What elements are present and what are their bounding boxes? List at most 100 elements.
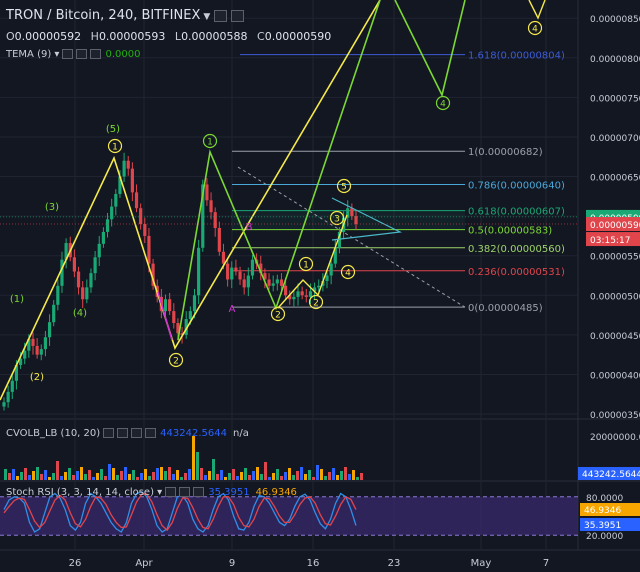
volume-bar: [92, 477, 95, 480]
candle-body: [300, 291, 304, 296]
wave-label-circle: [202, 133, 218, 149]
symbol-header[interactable]: TRON / Bitcoin, 240, BITFINEX ▼: [6, 8, 245, 23]
settings-icon[interactable]: [117, 428, 129, 438]
wave-label: 1: [112, 143, 118, 153]
eye-icon[interactable]: [62, 49, 74, 59]
cvol-indicator-legend[interactable]: CVOLB_LB (10, 20) 443242.5644 n/a: [6, 428, 249, 439]
volume-bar: [204, 475, 207, 480]
wave-label-circle: [340, 264, 356, 280]
candle-body: [101, 231, 105, 244]
y-tick-label: 0.00000450: [590, 332, 640, 342]
volume-bar: [284, 472, 287, 480]
tema-label[interactable]: TEMA (9): [6, 49, 52, 60]
hide-icon[interactable]: [231, 9, 245, 22]
y-tick-label: 0.00000650: [590, 174, 640, 184]
candle-body: [143, 224, 147, 236]
tema-indicator-legend[interactable]: TEMA (9) ▾ 0.0000: [6, 49, 140, 60]
candle-body: [209, 200, 213, 213]
volume-bar: [164, 471, 167, 480]
chevron-down-icon[interactable]: ▼: [203, 12, 211, 22]
open-value: 0.00000592: [14, 30, 82, 43]
candle-body: [64, 243, 68, 260]
close-value: 0.00000590: [264, 30, 332, 43]
stoch-label[interactable]: Stoch RSI (3, 3, 14, 14, close): [6, 487, 154, 498]
candle-body: [201, 184, 205, 248]
close-icon[interactable]: [90, 49, 102, 59]
wave-label: (4): [73, 308, 87, 319]
chevron-down-icon[interactable]: ▾: [51, 49, 60, 60]
candle-body: [151, 263, 155, 286]
volume-bar: [324, 476, 327, 480]
wave-label-circle: [527, 20, 543, 36]
candle-body: [337, 231, 342, 248]
elliott-wave-line: [277, 214, 348, 309]
candle-body: [85, 287, 89, 300]
settings-icon[interactable]: [214, 9, 228, 22]
fib-level-label: 0(0.00000485): [468, 303, 543, 314]
candle-body: [350, 208, 354, 217]
y-tick-label: 0.00000750: [590, 94, 640, 104]
volume-bar: [224, 477, 227, 480]
x-tick-label: 26: [69, 558, 82, 569]
candle-body: [118, 176, 122, 194]
close-icon[interactable]: [193, 487, 205, 497]
elliott-wave-line: [528, 0, 546, 20]
volume-bar: [12, 469, 15, 480]
volume-bar: [56, 461, 59, 480]
wave-label-circle: [336, 178, 352, 194]
cvol-label[interactable]: CVOLB_LB (10, 20): [6, 428, 101, 439]
symbol-title[interactable]: TRON / Bitcoin, 240, BITFINEX: [6, 8, 201, 23]
volume-bar: [136, 477, 139, 480]
candle-body: [213, 212, 217, 228]
volume-bar: [128, 474, 131, 480]
volume-bar: [88, 470, 91, 480]
volume-bar: [200, 468, 203, 480]
volume-bar: [216, 474, 219, 480]
close-icon[interactable]: [131, 428, 143, 438]
volume-bar: [4, 469, 7, 480]
volume-bar: [192, 436, 195, 480]
candle-body: [354, 216, 358, 225]
candle-body: [230, 267, 234, 280]
x-tick-label: 16: [307, 558, 320, 569]
fib-level-label: 1(0.00000682): [468, 147, 543, 158]
volume-bar: [72, 475, 75, 480]
candle-body: [246, 275, 250, 288]
candle-body: [93, 257, 97, 274]
wave-label-circle: [270, 306, 286, 322]
eye-icon[interactable]: [103, 428, 115, 438]
volume-bar: [320, 469, 323, 480]
candle-body: [308, 291, 313, 297]
candle-body: [238, 271, 242, 280]
candle-body: [217, 228, 221, 252]
wave-label-circle: [308, 294, 324, 310]
eye-icon[interactable]: [165, 487, 177, 497]
volume-bar: [36, 467, 39, 480]
settings-icon[interactable]: [76, 49, 88, 59]
stoch-indicator-legend[interactable]: Stoch RSI (3, 3, 14, 14, close) ▾ 35.3951…: [6, 487, 297, 498]
volume-bar: [84, 474, 87, 480]
volume-bar: [148, 476, 151, 480]
volume-bar: [348, 474, 351, 480]
price-tag: [580, 503, 640, 516]
candle-body: [288, 295, 292, 300]
volume-bar: [40, 474, 43, 480]
volume-bar: [332, 468, 335, 480]
volume-bar: [312, 477, 315, 480]
y-tick-label: 0.00000500: [590, 292, 640, 302]
chevron-down-icon[interactable]: ▾: [154, 487, 163, 498]
volume-bar: [256, 467, 259, 480]
wave-label: (3): [45, 202, 59, 213]
candle-body: [284, 285, 288, 296]
tema-value: 0.0000: [105, 49, 141, 60]
candle-body: [97, 243, 101, 258]
volume-bar: [308, 470, 311, 480]
volume-bar: [272, 473, 275, 480]
candle-body: [304, 295, 308, 297]
y-tick-label: 0.00000800: [590, 55, 640, 65]
more-icon[interactable]: [145, 428, 157, 438]
volume-bar: [316, 465, 319, 480]
settings-icon[interactable]: [179, 487, 191, 497]
volume-bar: [28, 475, 31, 480]
volume-bar: [68, 468, 71, 480]
